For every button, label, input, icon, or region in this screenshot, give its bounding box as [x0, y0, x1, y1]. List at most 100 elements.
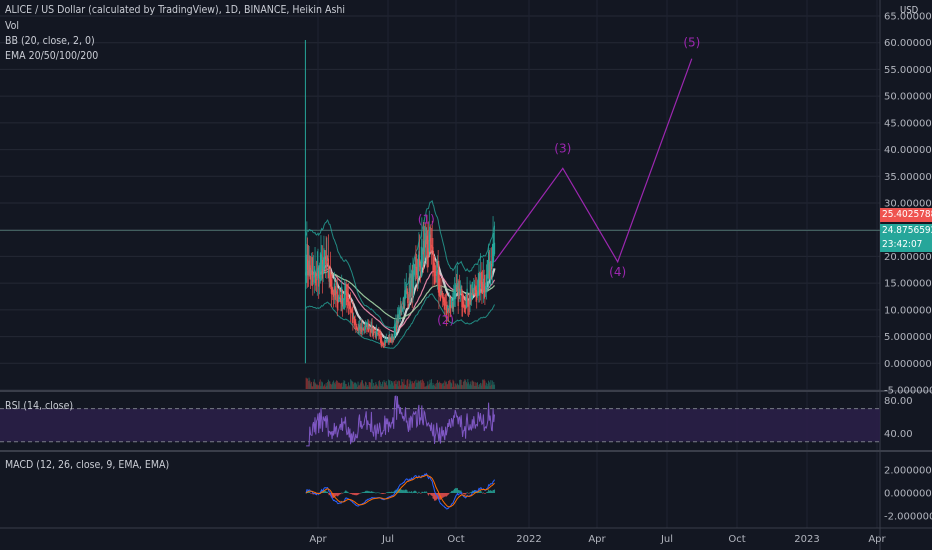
volume-bar — [317, 385, 319, 389]
macd-histogram-bar — [481, 492, 483, 493]
macd-histogram-bar — [482, 492, 484, 493]
rsi-label[interactable]: RSI (14, close) — [5, 400, 74, 412]
candle — [308, 260, 310, 270]
candle — [368, 327, 370, 329]
candle — [307, 259, 309, 270]
candle — [356, 327, 358, 331]
volume-bar — [491, 380, 493, 389]
macd-histogram-bar — [377, 492, 379, 494]
volume-bar — [305, 377, 307, 389]
macd-histogram-bar — [366, 491, 368, 493]
macd-histogram-bar — [307, 492, 309, 493]
macd-histogram-bar — [448, 493, 450, 494]
rsi-line — [306, 395, 495, 447]
macd-histogram-bar — [465, 493, 467, 494]
candle — [388, 336, 390, 341]
volume-bar — [313, 381, 315, 389]
macd-histogram-bar — [387, 492, 389, 493]
candle — [443, 299, 445, 301]
candle — [472, 289, 474, 295]
volume-bar — [391, 382, 393, 389]
candle — [337, 300, 339, 304]
candle — [419, 259, 421, 266]
volume-bar — [370, 379, 372, 389]
candle — [357, 329, 359, 331]
volume-bar — [368, 382, 370, 389]
candle — [358, 324, 361, 329]
candle — [373, 332, 375, 333]
candle — [474, 287, 476, 293]
macd-histogram-bar — [422, 491, 424, 493]
candle — [321, 259, 324, 279]
candle — [372, 328, 374, 330]
candle — [467, 295, 469, 307]
macd-histogram-bar — [412, 491, 414, 493]
macd-histogram-bar — [356, 493, 358, 496]
macd-histogram-bar — [357, 493, 359, 495]
macd-histogram-bar — [348, 492, 350, 494]
currency-label[interactable]: USD — [900, 5, 919, 16]
macd-histogram-bar — [442, 493, 444, 498]
macd-label[interactable]: MACD (12, 26, close, 9, EMA, EMA) — [5, 459, 170, 471]
volume-bar — [442, 382, 444, 389]
bollinger-bands-label[interactable]: BB (20, close, 2, 0) — [5, 35, 95, 47]
candle — [434, 273, 436, 276]
candle — [404, 290, 406, 306]
volume-bar — [332, 381, 334, 389]
volume-bar — [457, 384, 459, 389]
candle — [402, 297, 404, 310]
volume-indicator-label[interactable]: Vol — [5, 20, 20, 32]
volume-bar — [473, 381, 475, 389]
candle — [366, 324, 368, 332]
macd-histogram-bar — [468, 493, 470, 494]
time-axis-tick: Oct — [447, 534, 464, 545]
volume-bar — [435, 386, 437, 389]
macd-histogram-bar — [341, 492, 343, 494]
candle — [468, 303, 470, 305]
wave-label: (1) — [418, 213, 435, 227]
volume-bar — [394, 384, 396, 389]
volume-bar — [413, 383, 415, 389]
candle — [353, 316, 355, 326]
candle — [490, 263, 493, 270]
volume-bar — [348, 385, 350, 389]
volume-bar — [390, 380, 392, 389]
macd-histogram-bar — [328, 493, 330, 496]
candle — [459, 292, 461, 294]
volume-bar — [420, 380, 422, 389]
macd-histogram-bar — [427, 493, 429, 495]
candle — [451, 301, 453, 303]
macd-histogram-bar — [384, 493, 386, 494]
candle — [322, 263, 324, 270]
volume-bar — [315, 383, 317, 389]
macd-histogram-bar — [482, 493, 484, 494]
macd-histogram-bar — [416, 492, 418, 493]
volume-bar — [351, 381, 353, 389]
volume-bar — [327, 379, 329, 389]
candle — [386, 340, 388, 342]
volume-bar — [419, 380, 421, 389]
macd-histogram-bar — [485, 492, 487, 493]
volume-bar — [381, 384, 383, 389]
macd-histogram-bar — [442, 493, 444, 498]
candle — [427, 239, 429, 257]
candle — [473, 287, 475, 293]
macd-histogram-bar — [432, 493, 434, 499]
macd-histogram-bar — [392, 491, 394, 493]
volume-bar — [397, 386, 399, 389]
macd-histogram-bar — [469, 492, 471, 493]
candle — [381, 340, 383, 346]
candle — [350, 305, 352, 313]
volume-bar — [426, 385, 428, 389]
volume-bar — [376, 384, 378, 389]
volume-bar — [452, 379, 454, 389]
volume-bar — [334, 384, 336, 389]
volume-bar — [373, 385, 375, 389]
wave-label: (3) — [554, 141, 571, 155]
ema-indicator-label[interactable]: EMA 20/50/100/200 — [5, 50, 99, 62]
candle — [403, 303, 405, 309]
candle — [358, 327, 360, 330]
candle — [360, 326, 362, 329]
